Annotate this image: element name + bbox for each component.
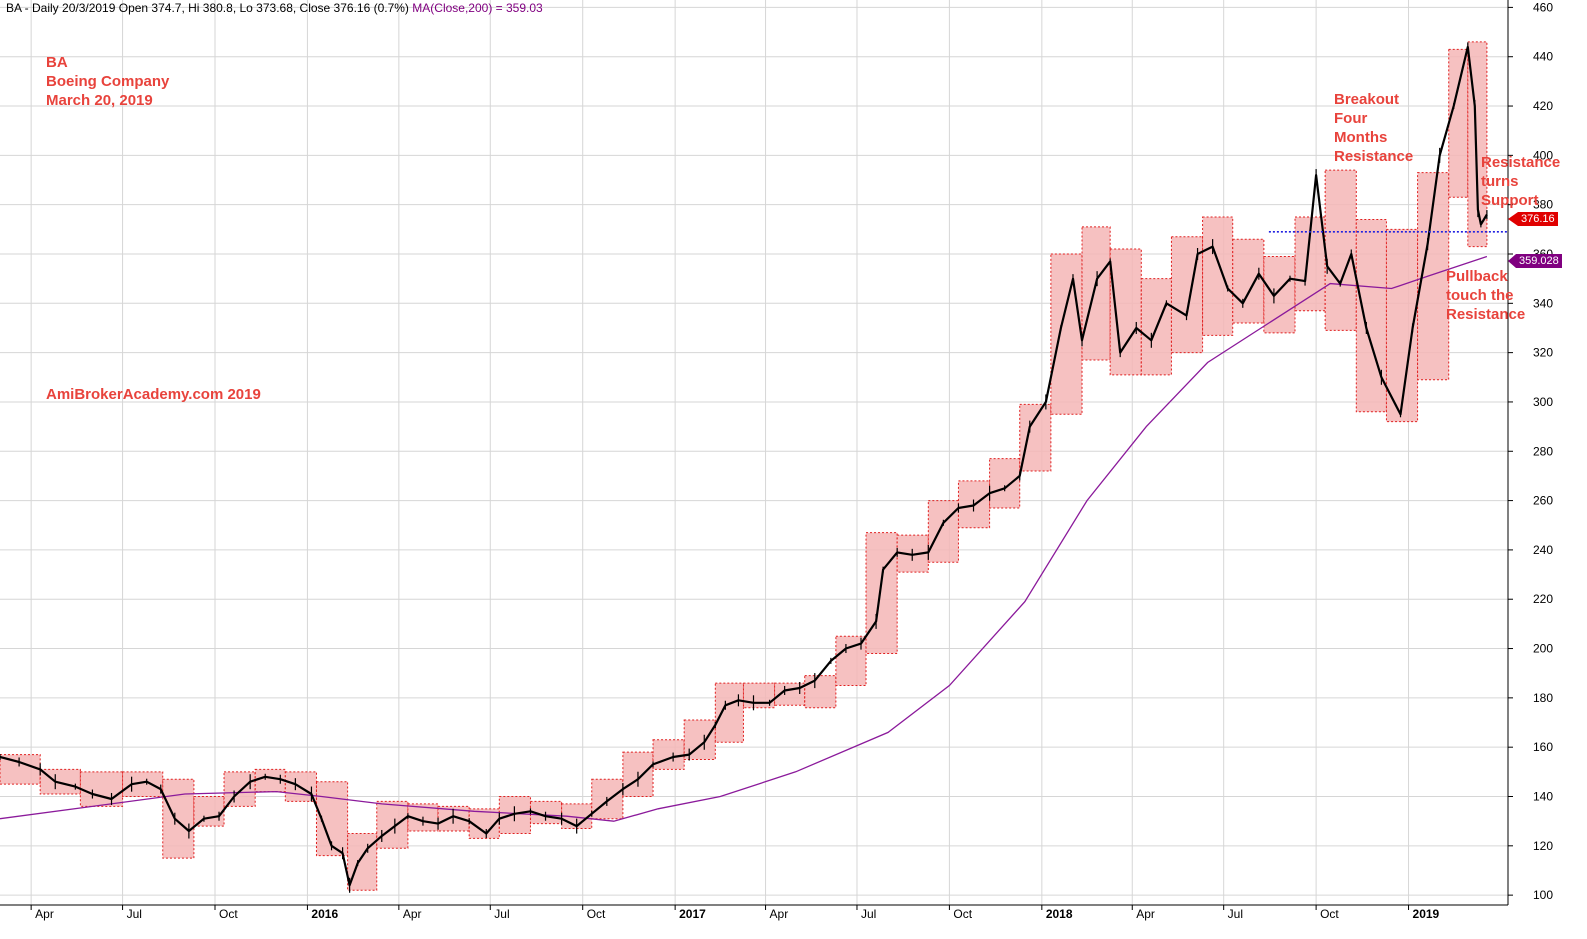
range-box [193, 795, 225, 827]
site-annotation: AmiBrokerAcademy.com 2019 [46, 386, 261, 403]
y-tick-label: 300 [1533, 395, 1553, 409]
range-box [714, 682, 744, 743]
pullback-line-3: Resistance [1446, 306, 1526, 323]
y-tick-label: 460 [1533, 0, 1553, 14]
range-box [1050, 253, 1083, 415]
y-tick-label: 260 [1533, 494, 1553, 508]
y-tick-label: 320 [1533, 346, 1553, 360]
breakout-line-2: Four [1334, 110, 1368, 127]
stock-date: March 20, 2019 [46, 92, 153, 109]
range-box [1081, 226, 1111, 361]
y-tick-label: 440 [1533, 50, 1553, 64]
range-box [652, 739, 685, 770]
x-tick-label: 2019 [1413, 907, 1440, 921]
x-tick-label: Apr [403, 907, 422, 921]
range-box [1019, 403, 1052, 472]
ma-tag-arrow [1508, 254, 1516, 268]
range-box [1140, 278, 1172, 376]
x-tick-label: Oct [1320, 907, 1339, 921]
ma-value-tag: 359.028 [1516, 254, 1562, 268]
range-box [1263, 255, 1296, 334]
range-box [804, 675, 837, 709]
x-tick-label: Jul [861, 907, 876, 921]
x-tick-label: Jul [127, 907, 142, 921]
y-tick-label: 280 [1533, 444, 1553, 458]
y-tick-label: 340 [1533, 296, 1553, 310]
y-tick-label: 380 [1533, 198, 1553, 212]
x-tick-label: Apr [1136, 907, 1155, 921]
x-tick-label: Oct [219, 907, 238, 921]
x-tick-label: Jul [1228, 907, 1243, 921]
resistance-support-annotation: Resistance turns Support [1481, 153, 1560, 210]
x-tick-label: 2018 [1046, 907, 1073, 921]
stock-company: Boeing Company [46, 73, 170, 90]
close-price-tag: 376.16 [1518, 212, 1558, 226]
y-tick-label: 140 [1533, 789, 1553, 803]
rts-line-2: turns [1481, 173, 1519, 190]
breakout-line-4: Resistance [1334, 148, 1414, 165]
x-tick-label: Jul [494, 907, 509, 921]
pullback-line-1: Pullback [1446, 268, 1508, 285]
range-box [79, 771, 124, 807]
y-tick-label: 180 [1533, 691, 1553, 705]
range-box [162, 778, 195, 859]
range-box [122, 771, 164, 797]
breakout-line-3: Months [1334, 129, 1388, 146]
x-tick-label: Oct [953, 907, 972, 921]
header-symbol-line: BA - Daily 20/3/2019 Open 374.7, Hi 380.… [6, 1, 409, 15]
y-tick-label: 120 [1533, 839, 1553, 853]
breakout-annotation: Breakout Four Months Resistance [1334, 90, 1413, 166]
x-tick-label: Apr [35, 907, 54, 921]
y-tick-label: 200 [1533, 642, 1553, 656]
x-tick-label: 2017 [679, 907, 706, 921]
range-box [927, 500, 959, 563]
y-tick-label: 100 [1533, 888, 1553, 902]
header-ma-line: MA(Close,200) = 359.03 [412, 1, 543, 15]
y-tick-label: 160 [1533, 740, 1553, 754]
range-box [347, 832, 378, 891]
range-box [1232, 238, 1265, 324]
stock-annotation: BA Boeing Company March 20, 2019 [46, 53, 169, 110]
x-tick-label: Apr [770, 907, 789, 921]
range-box [1448, 48, 1469, 198]
chart-header: BA - Daily 20/3/2019 Open 374.7, Hi 380.… [6, 1, 543, 15]
x-tick-label: Oct [587, 907, 606, 921]
stock-symbol: BA [46, 54, 68, 71]
y-tick-label: 420 [1533, 99, 1553, 113]
rts-line-1: Resistance [1481, 154, 1561, 171]
pullback-line-2: touch the [1446, 287, 1514, 304]
range-box [865, 532, 898, 654]
price-line [0, 45, 1488, 887]
breakout-line-1: Breakout [1334, 91, 1400, 108]
ma-200-line [0, 255, 1488, 822]
y-tick-label: 220 [1533, 592, 1553, 606]
y-tick-label: 240 [1533, 543, 1553, 557]
pullback-annotation: Pullback touch the Resistance [1446, 267, 1525, 324]
range-box [1202, 216, 1234, 336]
close-tag-arrow [1508, 212, 1518, 226]
range-box [989, 458, 1021, 509]
y-tick-label: 400 [1533, 148, 1553, 162]
x-tick-label: 2016 [311, 907, 338, 921]
rts-line-3: Support [1481, 192, 1539, 209]
